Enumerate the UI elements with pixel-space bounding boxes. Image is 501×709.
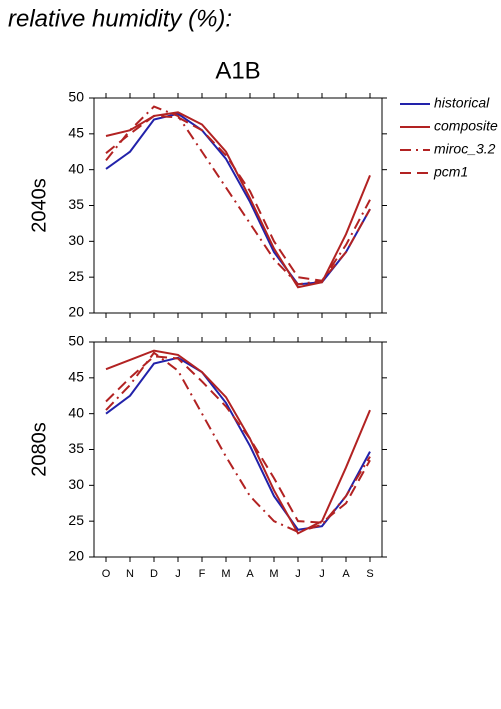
y-tick-label: 20 xyxy=(68,548,84,564)
chart-title: A1B xyxy=(215,57,260,84)
legend-label: miroc_3.2 xyxy=(434,141,496,157)
x-tick-label: F xyxy=(199,568,206,580)
series-line xyxy=(105,355,371,524)
series-line xyxy=(105,356,371,531)
x-tick-label: J xyxy=(319,568,325,580)
legend-label: historical xyxy=(434,95,490,111)
x-tick-label: J xyxy=(295,568,301,580)
y-tick-label: 35 xyxy=(68,196,84,212)
y-tick-label: 45 xyxy=(68,125,84,141)
y-tick-label: 35 xyxy=(68,440,84,456)
x-tick-label: S xyxy=(366,568,373,580)
legend-label: pcm1 xyxy=(433,164,468,180)
x-tick-label: A xyxy=(246,568,254,580)
y-tick-label: 30 xyxy=(68,232,84,248)
plot-frame xyxy=(93,97,383,314)
page-title: relative humidity (%): xyxy=(8,5,232,32)
series-line xyxy=(105,112,371,286)
legend-label: composite xyxy=(434,118,498,134)
series-line xyxy=(105,114,371,282)
x-tick-label: M xyxy=(269,568,278,580)
y-tick-label: 25 xyxy=(68,268,84,284)
y-tick-label: 40 xyxy=(68,160,84,176)
y-tick-label: 45 xyxy=(68,369,84,385)
y-tick-label: 30 xyxy=(68,476,84,492)
x-tick-label: N xyxy=(126,568,134,580)
y-tick-label: 25 xyxy=(68,512,84,528)
x-tick-label: O xyxy=(102,568,111,580)
x-tick-label: J xyxy=(175,568,181,580)
y-tick-label: 20 xyxy=(68,304,84,320)
x-tick-label: D xyxy=(150,568,158,580)
series-line xyxy=(105,105,371,286)
series-line xyxy=(105,349,371,535)
y-tick-label: 40 xyxy=(68,404,84,420)
y-axis-label: 2080s xyxy=(28,422,50,477)
x-tick-label: A xyxy=(342,568,350,580)
series-line xyxy=(105,111,371,289)
y-tick-label: 50 xyxy=(68,333,84,349)
series-line xyxy=(105,351,371,533)
y-axis-label: 2040s xyxy=(28,178,50,233)
x-tick-label: M xyxy=(221,568,230,580)
y-tick-label: 50 xyxy=(68,89,84,105)
